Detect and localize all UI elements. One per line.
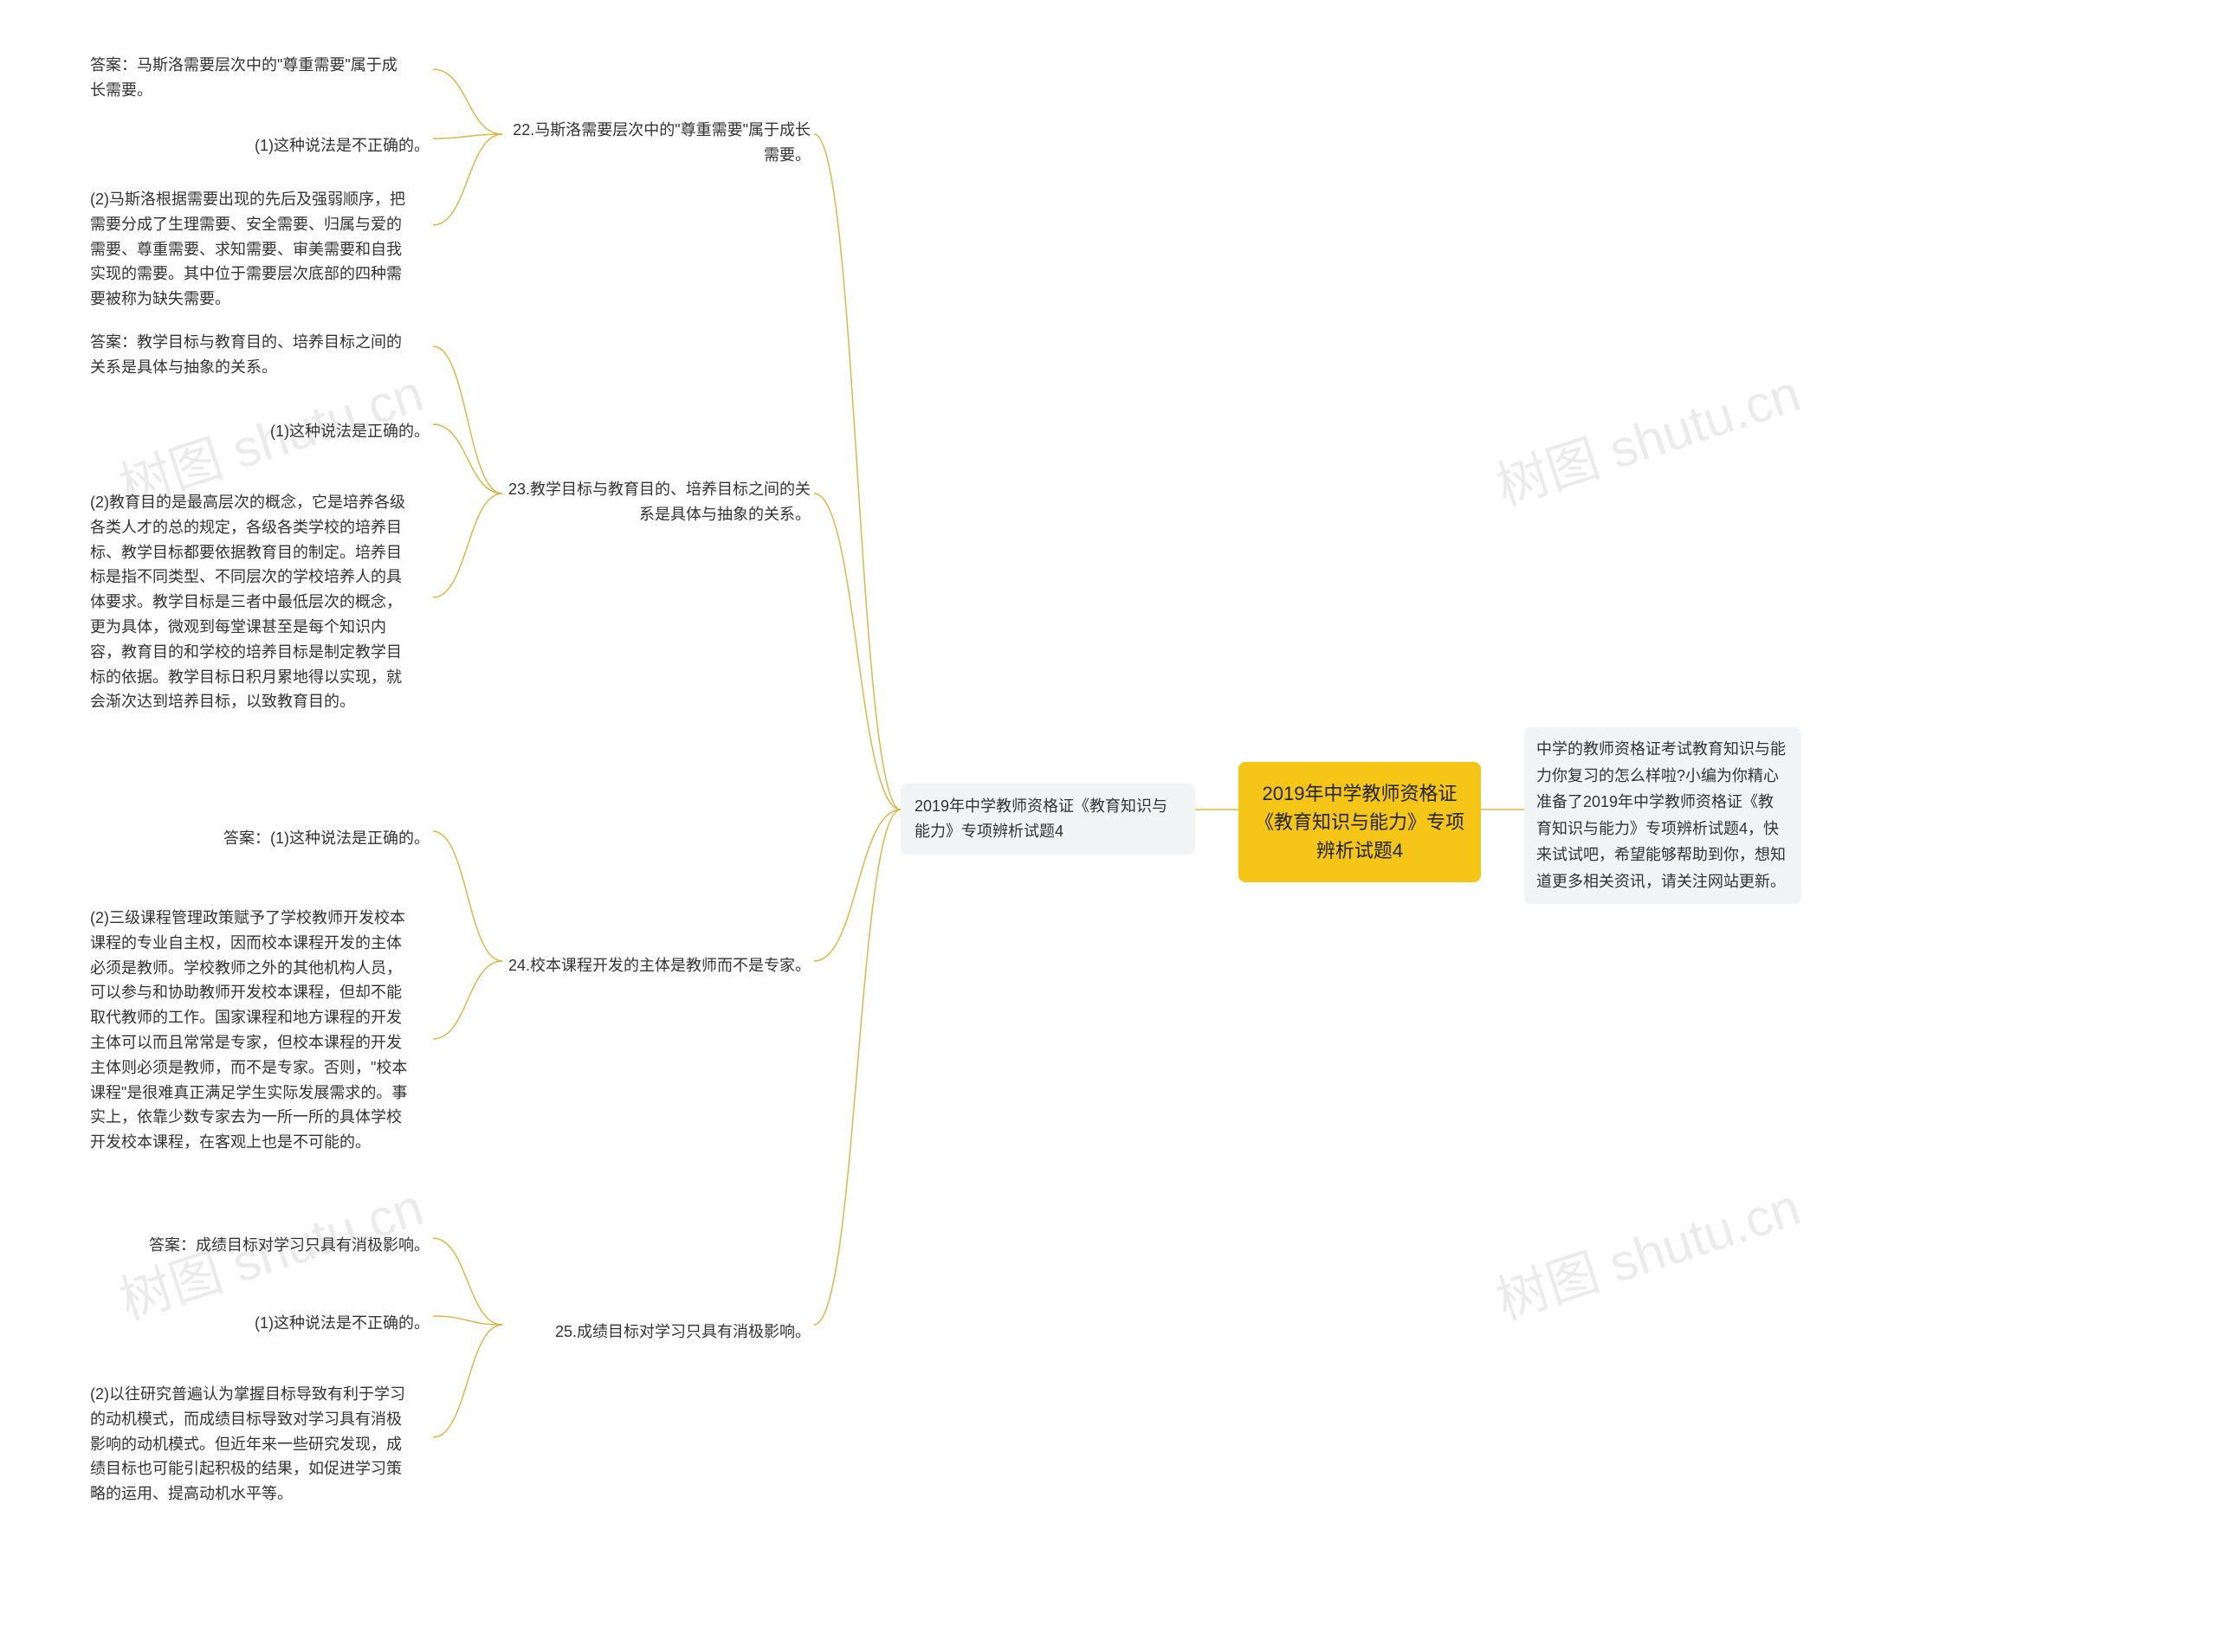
q23-answer: 答案：教学目标与教育目的、培养目标之间的关系是具体与抽象的关系。	[87, 325, 416, 385]
q25-point-1: (1)这种说法是不正确的。	[234, 1306, 433, 1341]
q22-answer: 答案：马斯洛需要层次中的"尊重需要"属于成长需要。	[87, 48, 416, 108]
q25-point-2: (2)以往研究普遍认为掌握目标导致有利于学习的动机模式，而成绩目标导致对学习具有…	[87, 1377, 416, 1512]
level2-title[interactable]: 2019年中学教师资格证《教育知识与能力》专项辨析试题4	[901, 784, 1195, 855]
watermark: 树图 shutu.cn	[1485, 352, 1808, 520]
description-node[interactable]: 中学的教师资格证考试教育知识与能力你复习的怎么样啦?小编为你精心准备了2019年…	[1524, 727, 1801, 904]
question-25[interactable]: 25.成绩目标对学习只具有消极影响。	[502, 1314, 814, 1350]
question-23[interactable]: 23.教学目标与教育目的、培养目标之间的关系是具体与抽象的关系。	[502, 472, 814, 532]
q22-point-1: (1)这种说法是不正确的。	[234, 128, 433, 164]
q23-point-1: (1)这种说法是正确的。	[251, 414, 433, 449]
question-22[interactable]: 22.马斯洛需要层次中的"尊重需要"属于成长需要。	[502, 113, 814, 173]
mindmap-root[interactable]: 2019年中学教师资格证《教育知识与能力》专项辨析试题4	[1238, 762, 1481, 882]
watermark: 树图 shutu.cn	[1485, 1165, 1808, 1334]
q25-answer: 答案：成绩目标对学习只具有消极影响。	[121, 1228, 433, 1263]
q24-answer: 答案：(1)这种说法是正确的。	[199, 821, 433, 856]
q23-point-2: (2)教育目的是最高层次的概念，它是培养各级各类人才的总的规定，各级各类学校的培…	[87, 485, 416, 720]
q22-point-2: (2)马斯洛根据需要出现的先后及强弱顺序，把需要分成了生理需要、安全需要、归属与…	[87, 182, 416, 317]
q24-point-1: (2)三级课程管理政策赋予了学校教师开发校本课程的专业自主权，因而校本课程开发的…	[87, 900, 416, 1160]
question-24[interactable]: 24.校本课程开发的主体是教师而不是专家。	[502, 948, 814, 984]
